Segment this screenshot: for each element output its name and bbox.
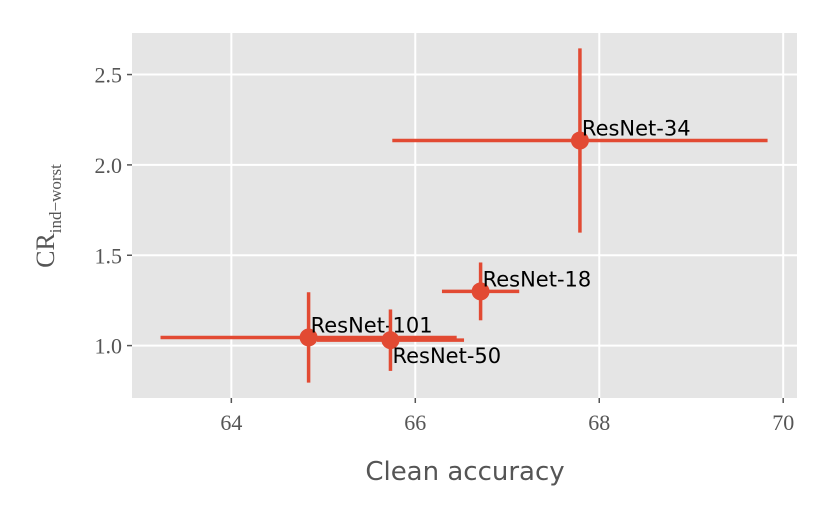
x-tick-label: 66 xyxy=(404,410,426,435)
y-tick-label: 1.0 xyxy=(95,334,123,359)
x-tick-label: 64 xyxy=(220,410,242,435)
point xyxy=(381,331,400,350)
x-tick-label: 68 xyxy=(588,410,610,435)
point xyxy=(570,131,589,150)
point xyxy=(299,328,318,347)
point-label: ResNet-50 xyxy=(392,344,501,368)
y-label-main: CR xyxy=(31,233,60,268)
y-axis-label: CRind−worst xyxy=(31,164,65,268)
x-axis-label: Clean accuracy xyxy=(365,457,564,487)
x-tick-label: 70 xyxy=(772,410,794,435)
point-label: ResNet-34 xyxy=(582,117,691,141)
y-tick-label: 2.5 xyxy=(95,63,123,88)
y-tick-label: 1.5 xyxy=(95,243,123,268)
point-label: ResNet-101 xyxy=(311,313,433,337)
y-label-subscript: ind−worst xyxy=(46,164,65,233)
point-label: ResNet-18 xyxy=(483,267,592,291)
point xyxy=(471,282,490,301)
y-tick-label: 2.0 xyxy=(95,153,123,178)
